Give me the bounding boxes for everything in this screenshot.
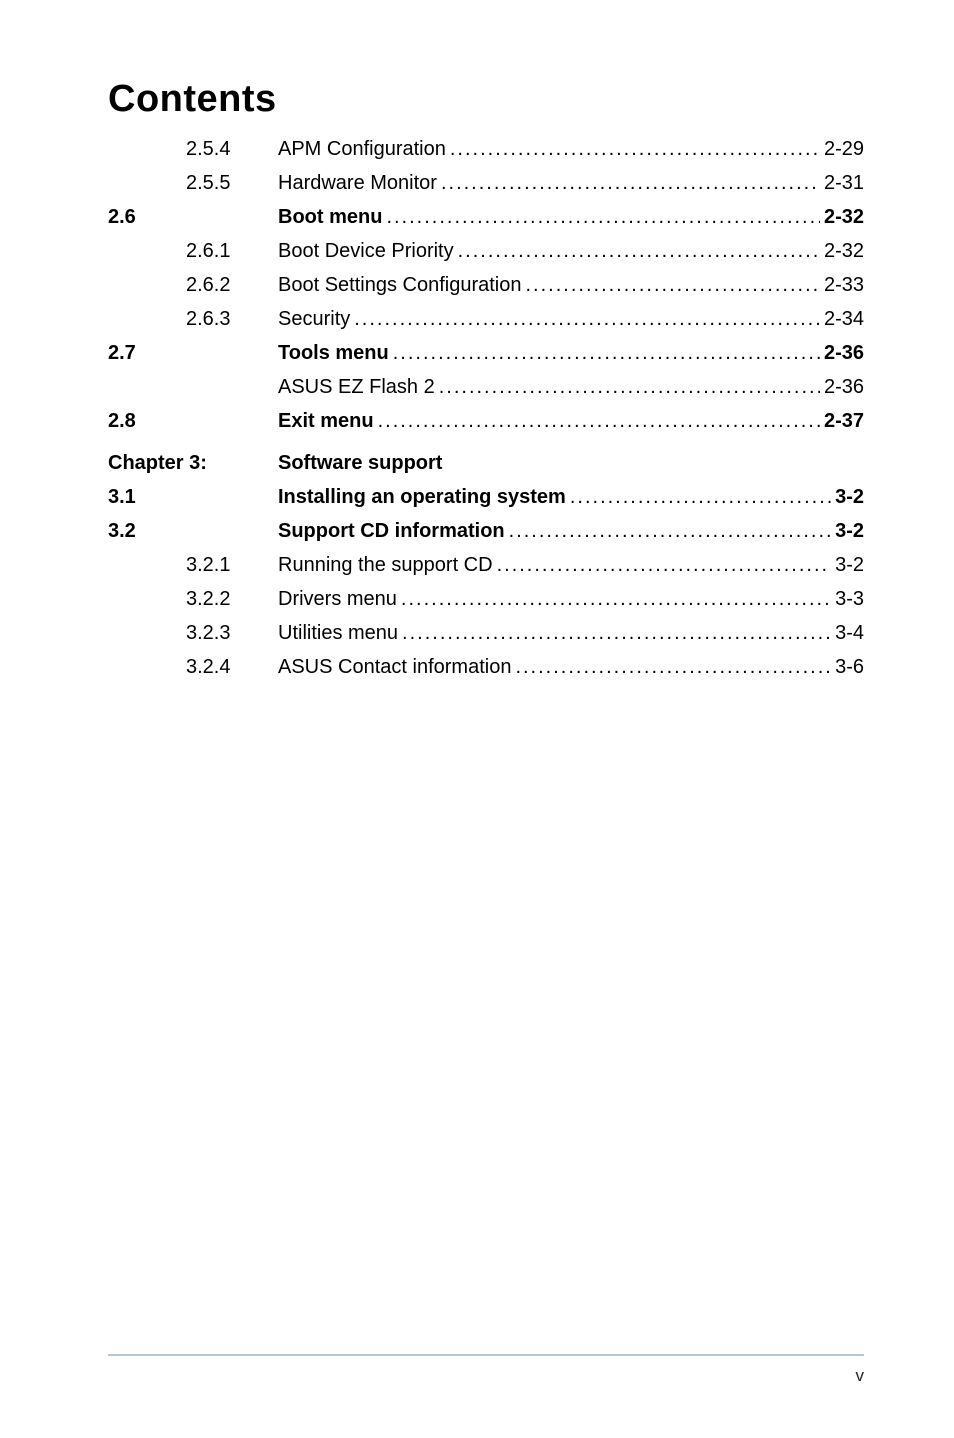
footer-divider (108, 1354, 864, 1356)
page: Contents 2.5.4APM Configuration 2-29 2.5.5… (0, 0, 954, 1438)
toc-row: 2.6.2Boot Settings Configuration 2-33 (108, 275, 864, 295)
toc-row: 2.7 Tools menu 2-36 (108, 343, 864, 363)
toc-label: Hardware Monitor (278, 173, 437, 193)
toc-subsection-number: 3.2.2 (186, 589, 278, 609)
page-title: Contents (108, 78, 864, 121)
toc-leader-dots (497, 555, 832, 575)
toc-label: Drivers menu (278, 589, 397, 609)
toc-row: 3.2.2Drivers menu 3-3 (108, 589, 864, 609)
toc-page-number: 2-33 (824, 275, 864, 295)
toc-leader-dots (570, 487, 831, 507)
toc-label: ASUS EZ Flash 2 (278, 377, 435, 397)
toc-leader-dots (354, 309, 820, 329)
toc-subsection-number: 3.2.3 (186, 623, 278, 643)
toc-subsection-number: 2.5.5 (186, 173, 278, 193)
toc-leader-dots (509, 521, 831, 541)
toc-leader-dots (393, 343, 820, 363)
toc-row: 3.2 Support CD information 3-2 (108, 521, 864, 541)
chapter-title: Software support (278, 453, 442, 473)
footer-page-number: v (108, 1366, 864, 1386)
toc-subsection-number: 2.5.4 (186, 139, 278, 159)
toc-row: 3.1 Installing an operating system 3-2 (108, 487, 864, 507)
chapter-heading: Chapter 3:Software support (108, 453, 864, 473)
toc-page-number: 3-2 (835, 487, 864, 507)
toc-leader-dots (378, 411, 820, 431)
toc-row: ASUS EZ Flash 2 2-36 (108, 377, 864, 397)
toc-subsection-number: 2.6.3 (186, 309, 278, 329)
toc-subsection-number: 3.2.1 (186, 555, 278, 575)
toc-subsection-number: 2.6.1 (186, 241, 278, 261)
toc-page-number: 3-3 (835, 589, 864, 609)
toc-label: Exit menu (278, 411, 374, 431)
toc-label: Boot Settings Configuration (278, 275, 522, 295)
toc-row: 2.6 Boot menu 2-32 (108, 207, 864, 227)
toc-subsection-number: 2.6.2 (186, 275, 278, 295)
toc-label: Support CD information (278, 521, 505, 541)
toc-subsection-number: 3.2.4 (186, 657, 278, 677)
toc-leader-dots (458, 241, 820, 261)
toc-page-number: 2-37 (824, 411, 864, 431)
toc-section-number: 2.6 (108, 207, 186, 227)
toc-leader-dots (386, 207, 820, 227)
toc-row: 2.6.1Boot Device Priority 2-32 (108, 241, 864, 261)
table-of-contents: 2.5.4APM Configuration 2-29 2.5.5Hardware … (108, 139, 864, 677)
toc-label: Installing an operating system (278, 487, 566, 507)
toc-leader-dots (441, 173, 820, 193)
toc-leader-dots (526, 275, 820, 295)
toc-row: 3.2.3Utilities menu 3-4 (108, 623, 864, 643)
toc-label: Utilities menu (278, 623, 398, 643)
toc-leader-dots (401, 589, 831, 609)
toc-label: Boot Device Priority (278, 241, 454, 261)
chapter-label: Chapter 3: (108, 453, 278, 473)
toc-page-number: 2-34 (824, 309, 864, 329)
toc-section-number: 3.1 (108, 487, 186, 507)
toc-row: 2.6.3Security 2-34 (108, 309, 864, 329)
toc-section-number: 3.2 (108, 521, 186, 541)
toc-label: Running the support CD (278, 555, 493, 575)
toc-row: 2.5.5Hardware Monitor 2-31 (108, 173, 864, 193)
toc-page-number: 2-36 (824, 343, 864, 363)
toc-leader-dots (515, 657, 831, 677)
toc-leader-dots (450, 139, 820, 159)
toc-section-number: 2.7 (108, 343, 186, 363)
toc-row: 2.5.4APM Configuration 2-29 (108, 139, 864, 159)
toc-page-number: 2-36 (824, 377, 864, 397)
toc-row: 2.8 Exit menu 2-37 (108, 411, 864, 431)
toc-label: Tools menu (278, 343, 389, 363)
toc-row: 3.2.1Running the support CD 3-2 (108, 555, 864, 575)
toc-label: Security (278, 309, 350, 329)
toc-page-number: 3-4 (835, 623, 864, 643)
toc-row: 3.2.4ASUS Contact information 3-6 (108, 657, 864, 677)
toc-page-number: 2-29 (824, 139, 864, 159)
toc-label: APM Configuration (278, 139, 446, 159)
toc-label: ASUS Contact information (278, 657, 511, 677)
toc-label: Boot menu (278, 207, 382, 227)
toc-page-number: 2-32 (824, 207, 864, 227)
toc-page-number: 3-2 (835, 521, 864, 541)
toc-page-number: 3-2 (835, 555, 864, 575)
toc-section-number: 2.8 (108, 411, 186, 431)
toc-page-number: 2-31 (824, 173, 864, 193)
toc-page-number: 3-6 (835, 657, 864, 677)
page-footer: v (108, 1354, 864, 1386)
toc-page-number: 2-32 (824, 241, 864, 261)
toc-leader-dots (439, 377, 820, 397)
toc-leader-dots (402, 623, 831, 643)
